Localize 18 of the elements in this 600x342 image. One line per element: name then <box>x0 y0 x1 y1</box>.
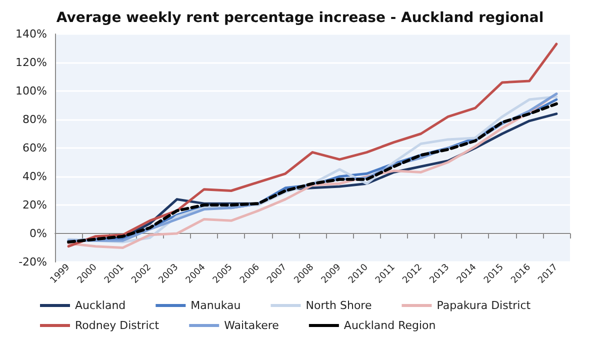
line-series <box>67 42 558 248</box>
y-tick-label: 120% <box>16 56 47 69</box>
y-tick-label: 140% <box>16 28 47 40</box>
y-tick-label: 0% <box>30 227 47 240</box>
legend-label: Waitakere <box>224 319 280 332</box>
y-tick-label: 60% <box>22 142 47 154</box>
legend-label: Rodney District <box>75 319 160 332</box>
y-tick-label: 100% <box>16 84 47 98</box>
legend-label: North Shore <box>306 299 372 312</box>
y-tick-label: 20% <box>22 198 47 212</box>
y-tick-label: 40% <box>22 170 47 183</box>
legend-label: Auckland <box>75 299 126 312</box>
legend-label: Papakura District <box>436 299 532 312</box>
chart-title: Average weekly rent percentage increase - Auckland regional <box>56 10 544 26</box>
y-tick-label: 80% <box>22 113 47 126</box>
y-tick-label: -20% <box>18 256 47 268</box>
legend-label: Auckland Region <box>344 319 436 332</box>
legend-label: Manukau <box>190 299 241 312</box>
